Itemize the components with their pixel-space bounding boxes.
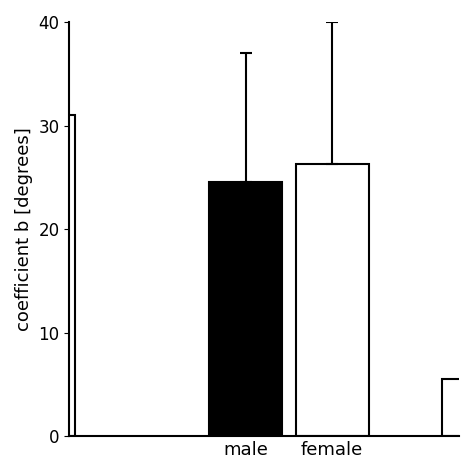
Bar [296, 164, 369, 436]
Bar [2, 115, 75, 436]
Bar [442, 379, 474, 436]
Y-axis label: coefficient b [degrees]: coefficient b [degrees] [15, 127, 33, 331]
Bar [209, 182, 282, 436]
